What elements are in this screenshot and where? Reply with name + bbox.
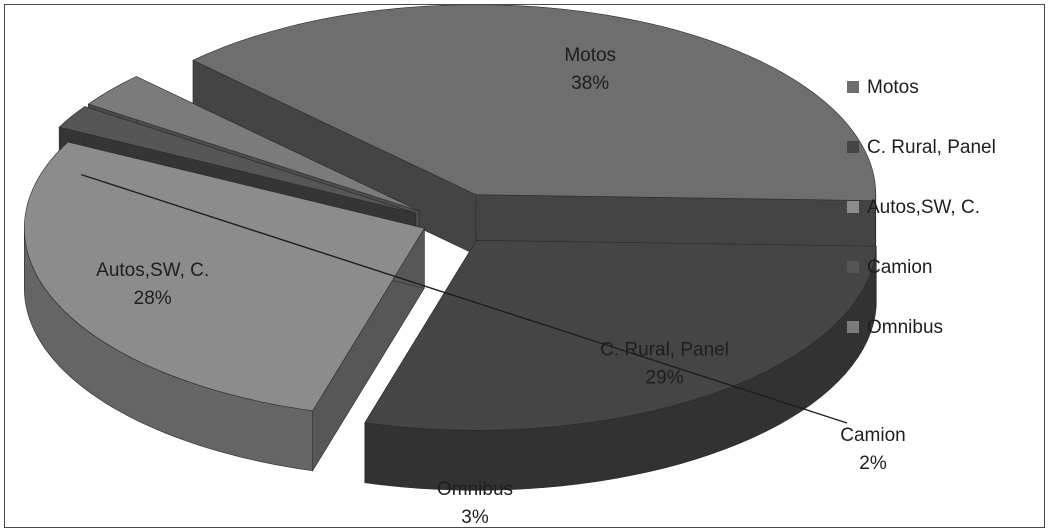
slice-label-value-2: 28% [134, 288, 172, 309]
pie-slice-2 [24, 141, 425, 472]
legend: Motos C. Rural, Panel Autos,SW, C. Camion Om… [847, 77, 996, 338]
legend-item-2: Autos,SW, C. [847, 197, 980, 218]
slice-top-3 [58, 106, 416, 214]
legend-item-0: Motos [847, 77, 919, 98]
slice-label-value-1: 29% [646, 367, 684, 388]
legend-item-3: Camion [847, 257, 932, 278]
slice-label-value-0: 38% [571, 73, 609, 94]
legend-item-1: C. Rural, Panel [847, 137, 996, 158]
legend-swatch-2 [847, 201, 859, 213]
slice-label-name-3: Camion [840, 425, 905, 446]
pie-slice-1 [364, 239, 877, 491]
legend-label-3: Camion [867, 257, 932, 278]
slice-label-name-0: Motos [564, 45, 616, 66]
slice-label-name-4: Omnibus [437, 479, 513, 500]
legend-label-2: Autos,SW, C. [867, 197, 980, 218]
slice-top-2 [24, 141, 425, 412]
legend-swatch-4 [847, 321, 859, 333]
labels-layer: Motos 38% C. Rural, Panel 29% Autos,SW, C. 28… [81, 45, 906, 528]
slice-label-value-4: 3% [461, 507, 489, 528]
slice-top-0 [192, 5, 877, 201]
pie-chart: Motos 38% C. Rural, Panel 29% Autos,SW, C. 28… [24, 5, 996, 528]
chart-frame: Motos 38% C. Rural, Panel 29% Autos,SW, C. 28… [4, 4, 1045, 528]
legend-swatch-3 [847, 261, 859, 273]
legend-label-1: C. Rural, Panel [867, 137, 996, 158]
slice-label-value-3: 2% [859, 453, 887, 474]
legend-swatch-1 [847, 141, 859, 153]
slice-top-4 [87, 76, 420, 212]
legend-item-4: Omnibus [847, 317, 943, 338]
leader-line-camion [81, 173, 848, 424]
slice-label-name-2: Autos,SW, C. [96, 260, 209, 281]
slice-label-name-1: C. Rural, Panel [600, 339, 729, 360]
slices-layer [24, 5, 877, 491]
legend-label-4: Omnibus [867, 317, 943, 338]
legend-swatch-0 [847, 81, 859, 93]
legend-label-0: Motos [867, 77, 919, 98]
slice-top-1 [364, 239, 877, 431]
